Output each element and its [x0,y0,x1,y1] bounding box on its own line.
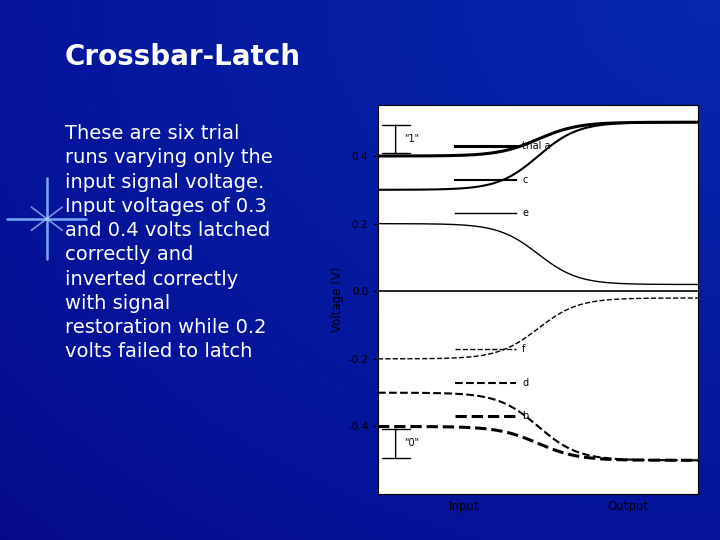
Text: "1": "1" [404,134,419,144]
Text: These are six trial
runs varying only the
input signal voltage.
Input voltages o: These are six trial runs varying only th… [65,124,273,361]
Text: Crossbar-Latch: Crossbar-Latch [65,43,301,71]
Text: f: f [522,344,526,354]
Text: b: b [522,411,528,421]
Text: "0": "0" [404,438,419,448]
Y-axis label: Voltage (V): Voltage (V) [331,267,344,333]
Text: e: e [522,208,528,219]
Text: trial a: trial a [522,141,551,151]
Text: c: c [522,174,528,185]
Text: d: d [522,377,528,388]
